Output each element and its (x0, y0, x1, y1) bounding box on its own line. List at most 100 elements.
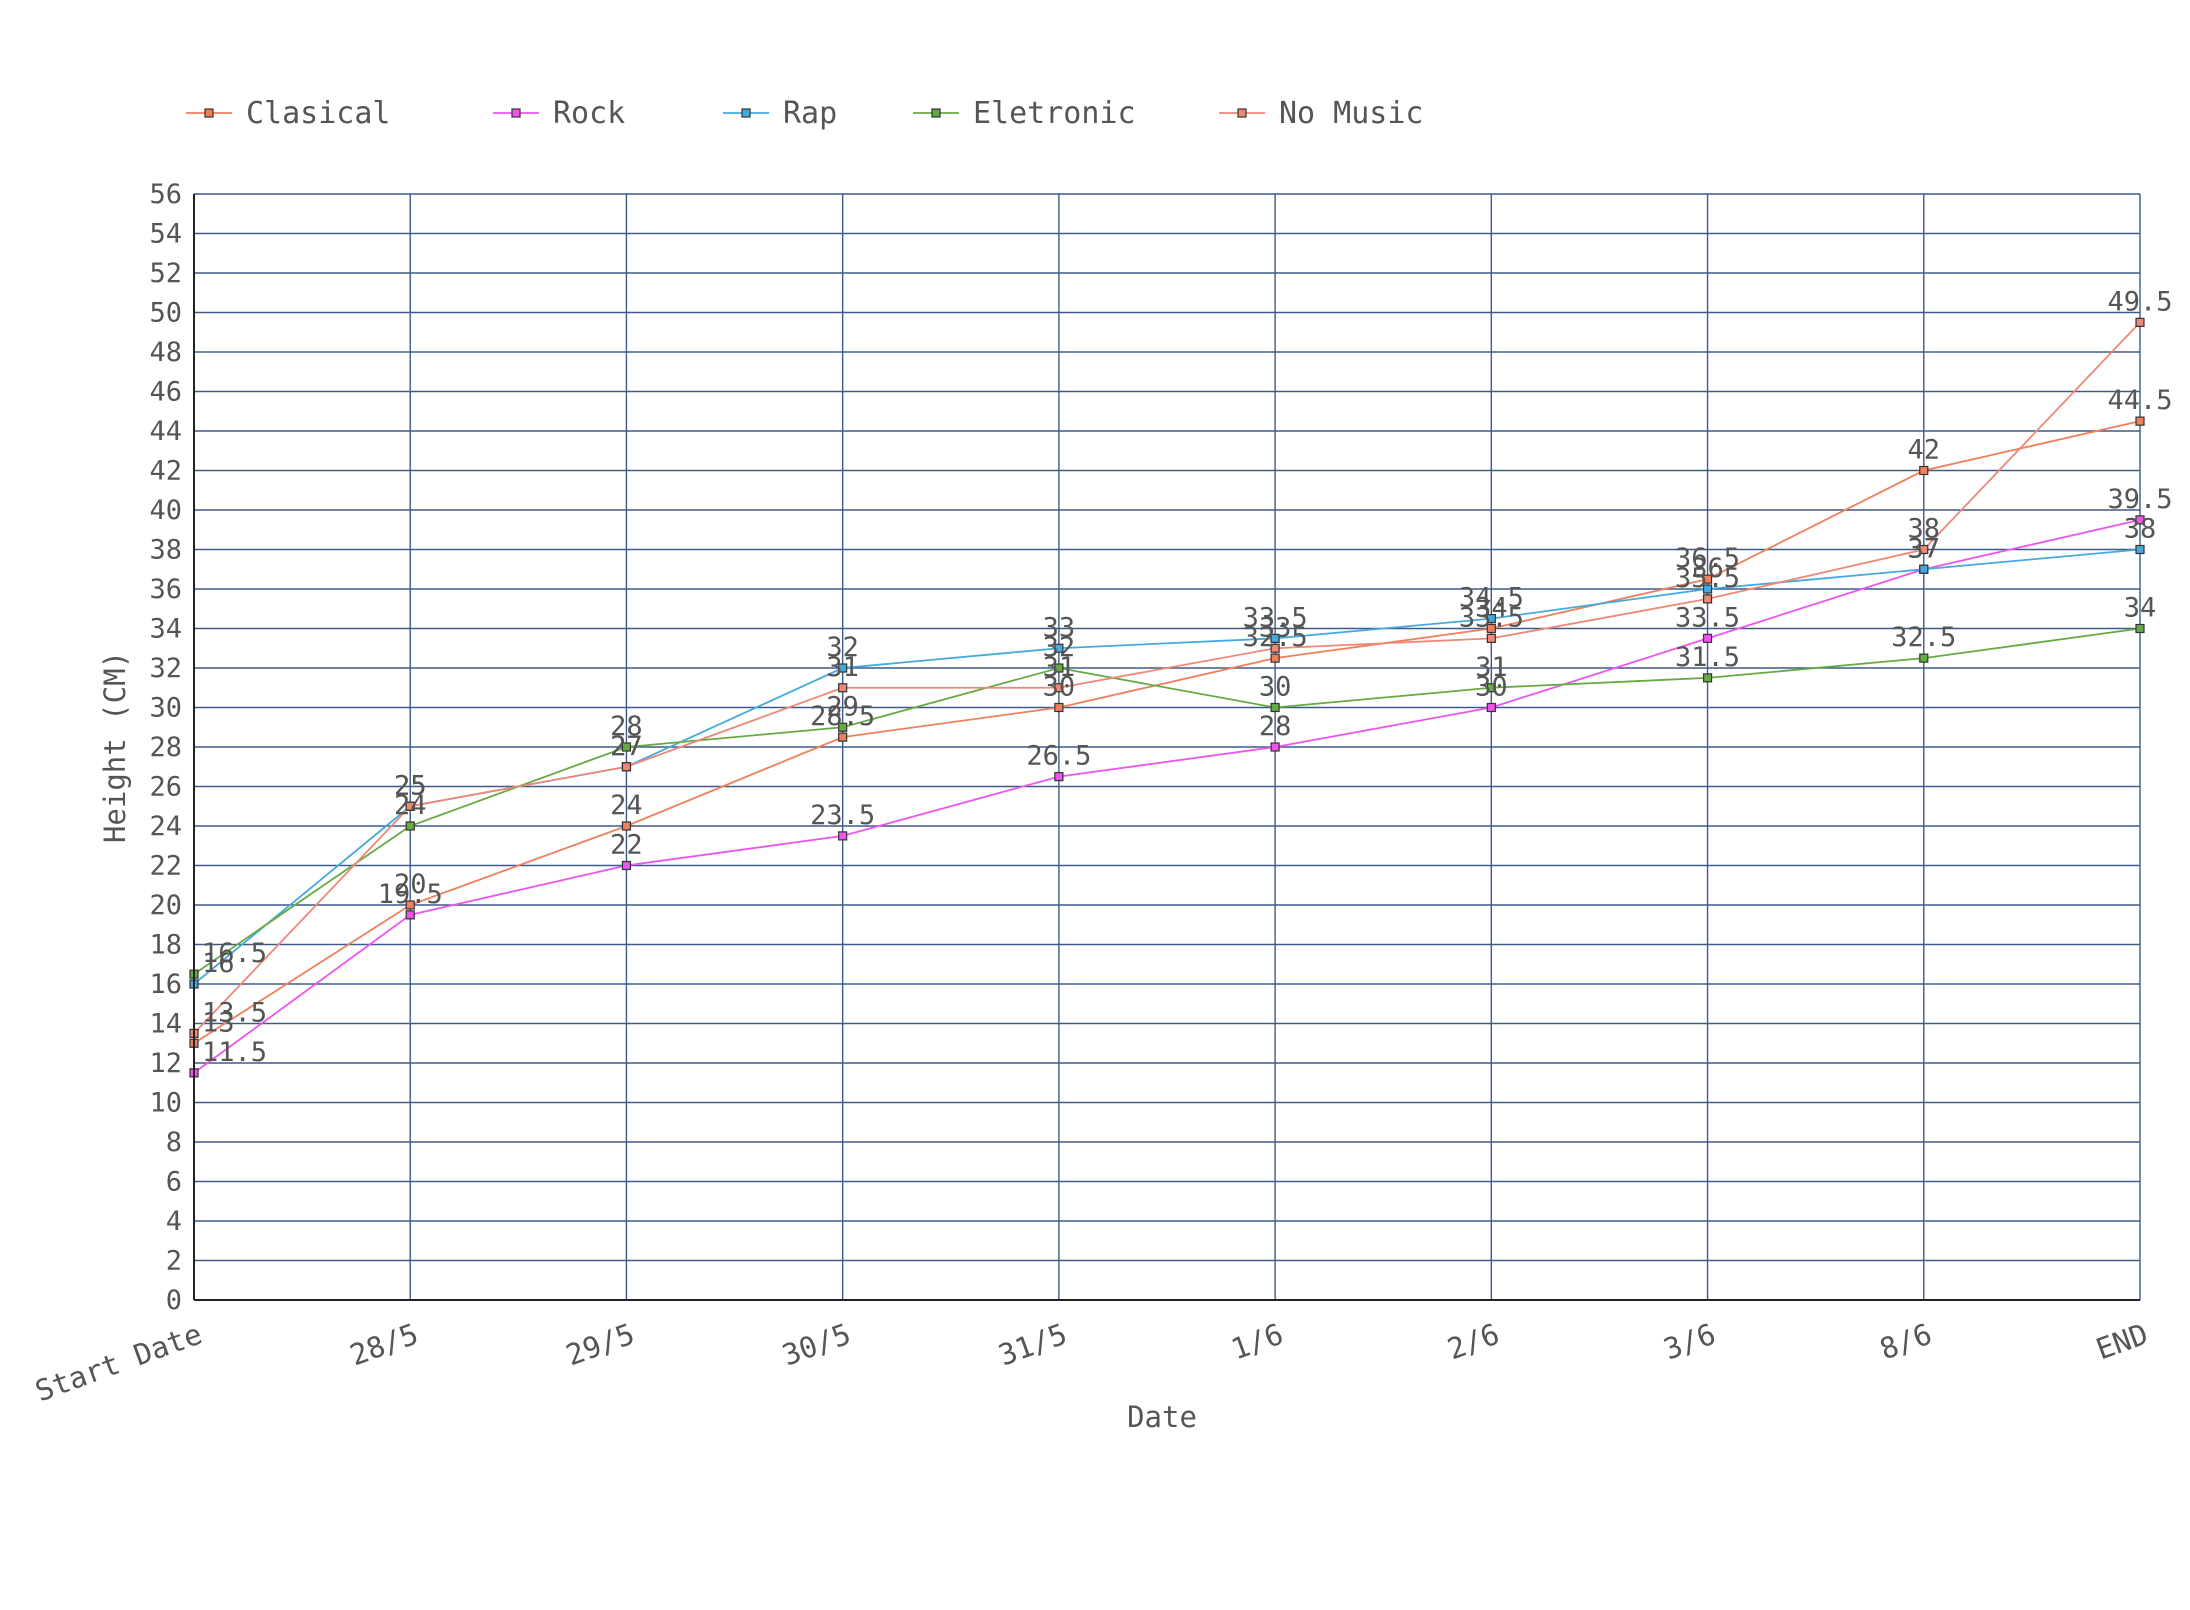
data-label-eletronic: 24 (394, 790, 427, 821)
data-point-clasical (1486, 623, 1496, 634)
data-label-no-music: 33 (1259, 612, 1292, 643)
data-point-eletronic (1919, 653, 1929, 663)
y-tick-label: 40 (149, 495, 182, 526)
data-point-no-music (405, 801, 415, 811)
data-point-clasical (621, 821, 632, 831)
legend-label: Rock (553, 96, 625, 131)
data-label-no-music: 38 (1908, 514, 1941, 545)
y-tick-label: 26 (149, 772, 182, 803)
data-label-eletronic: 16.5 (202, 938, 267, 969)
data-point-eletronic (1270, 702, 1280, 713)
data-point-no-music (1054, 683, 1064, 693)
legend-swatch-marker (741, 108, 751, 118)
y-tick-label: 36 (149, 574, 182, 605)
data-point-no-music (1702, 594, 1713, 604)
data-point-no-music (1919, 544, 1929, 555)
data-point-no-music (1486, 633, 1496, 643)
data-label-eletronic: 30 (1259, 672, 1292, 703)
legend-item-clasical: Clasical (186, 96, 391, 131)
data-label-no-music: 33.5 (1459, 602, 1524, 633)
series-line-rap (193, 548, 2141, 985)
y-tick-label: 16 (149, 969, 182, 1000)
data-point-rap (1919, 564, 1929, 574)
grid (193, 193, 2141, 1301)
data-point-rock (621, 860, 632, 871)
y-tick-label: 52 (149, 258, 182, 289)
data-label-eletronic: 31 (1475, 652, 1508, 683)
data-point-clasical (1270, 653, 1280, 663)
data-label-rock: 11.5 (202, 1037, 267, 1068)
y-tick-label: 8 (166, 1127, 182, 1158)
y-tick-label: 14 (149, 1009, 182, 1040)
data-point-clasical (2135, 416, 2145, 426)
legend-label: Rap (783, 96, 837, 131)
legend-item-rock: Rock (493, 96, 625, 131)
y-tick-label: 2 (166, 1246, 182, 1277)
data-point-rap (1702, 584, 1713, 594)
data-point-clasical (1054, 702, 1064, 713)
y-tick-label: 4 (166, 1206, 182, 1237)
data-label-clasical: 24 (610, 790, 643, 821)
data-point-eletronic (2135, 623, 2145, 634)
data-point-no-music (838, 683, 848, 693)
x-tick-label-3-6: 3/6 (1659, 1317, 1720, 1367)
data-label-eletronic: 34 (2124, 593, 2157, 624)
x-tick-label-31-5: 31/5 (994, 1317, 1071, 1373)
data-label-eletronic: 32.5 (1891, 622, 1956, 653)
y-tick-labels: 0246810121416182022242628303234363840424… (149, 179, 182, 1316)
y-tick-label: 38 (149, 535, 182, 566)
data-label-no-music: 35.5 (1675, 563, 1740, 594)
x-tick-label-end: END (2092, 1317, 2153, 1367)
data-label-no-music: 27 (610, 731, 643, 762)
y-tick-label: 34 (149, 614, 182, 645)
legend-swatch-marker (204, 108, 214, 118)
data-label-rap: 32 (826, 632, 859, 663)
data-point-rap (1054, 643, 1064, 653)
data-point-rock (405, 910, 415, 920)
y-tick-label: 24 (149, 811, 182, 842)
y-tick-label: 0 (166, 1285, 182, 1316)
data-label-clasical: 30 (1043, 672, 1076, 703)
y-tick-label: 44 (149, 416, 182, 447)
data-label-rap: 16 (202, 948, 235, 979)
data-point-rock (1270, 742, 1280, 752)
data-label-no-music: 13.5 (202, 997, 267, 1028)
data-label-clasical: 44.5 (2107, 385, 2172, 416)
data-label-no-music: 25 (394, 770, 427, 801)
y-tick-label: 56 (149, 179, 182, 210)
data-label-rap: 38 (2124, 514, 2157, 545)
series-lines (189, 317, 2145, 1078)
x-tick-label-30-5: 30/5 (778, 1317, 855, 1373)
data-point-rock (1054, 772, 1064, 782)
data-label-rap: 34.5 (1459, 583, 1524, 614)
data-label-rap: 25 (394, 770, 427, 801)
y-tick-label: 50 (149, 298, 182, 329)
series-line-no-music (193, 321, 2141, 1034)
data-label-rock: 23.5 (810, 800, 875, 831)
legend-swatch-marker (931, 108, 941, 118)
data-label-no-music: 31 (1043, 652, 1076, 683)
data-point-eletronic (1702, 673, 1713, 683)
x-tick-label-8-6: 8/6 (1875, 1317, 1936, 1367)
data-point-no-music (621, 762, 632, 772)
y-tick-label: 18 (149, 930, 182, 961)
series-line-eletronic (193, 627, 2141, 975)
x-tick-label-2-6: 2/6 (1443, 1317, 1504, 1367)
data-label-rap: 36 (1691, 553, 1724, 584)
legend-label: Clasical (246, 96, 391, 131)
legend-item-eletronic: Eletronic (913, 96, 1136, 131)
y-tick-label: 54 (149, 219, 182, 250)
y-tick-label: 30 (149, 693, 182, 724)
legend-item-no-music: No Music (1219, 96, 1424, 131)
data-point-eletronic (838, 722, 848, 732)
data-label-eletronic: 32 (1043, 632, 1076, 663)
x-axis-title: Date (1127, 1400, 1197, 1434)
data-label-clasical: 13 (202, 1007, 235, 1038)
data-point-rap (1486, 614, 1496, 624)
y-tick-label: 22 (149, 851, 182, 882)
data-point-rock (1486, 702, 1496, 713)
x-tick-label-28-5: 28/5 (345, 1317, 422, 1373)
data-label-rock: 26.5 (1026, 741, 1091, 772)
data-label-rap: 33.5 (1243, 602, 1308, 633)
